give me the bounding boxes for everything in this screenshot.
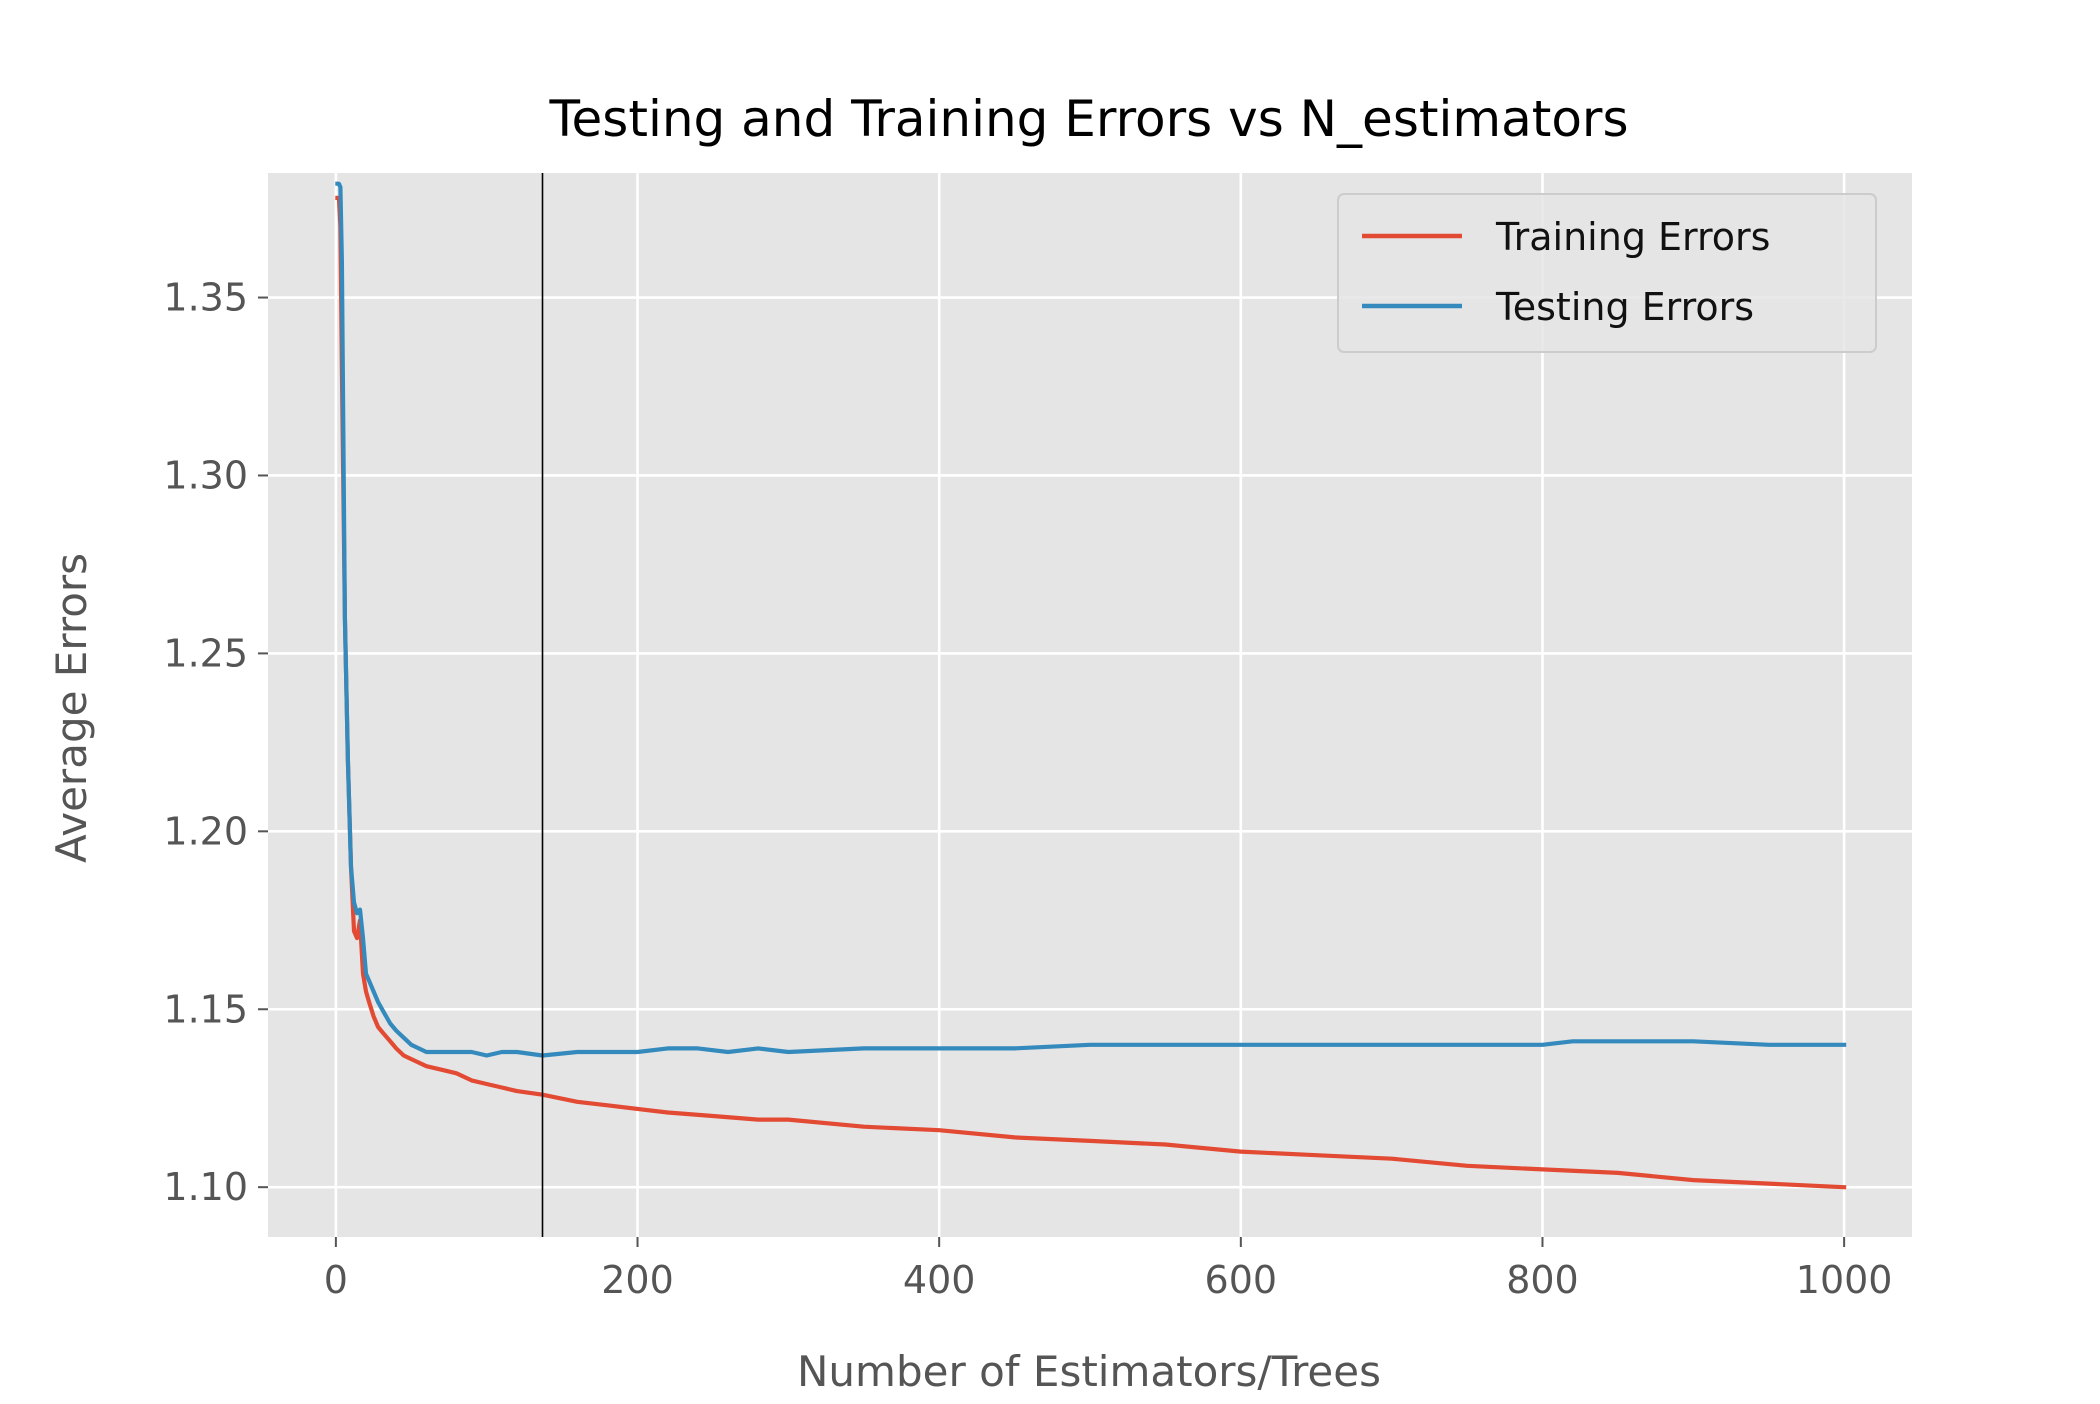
- x-tick-label: 200: [601, 1258, 674, 1302]
- series-line-testing-errors: [335, 181, 1847, 1058]
- y-axis-label: Average Errors: [47, 553, 96, 863]
- y-tick-label: 1.20: [163, 809, 248, 853]
- y-tick-label: 1.35: [163, 276, 248, 320]
- x-tick-label: 800: [1506, 1258, 1579, 1302]
- y-tick-label: 1.30: [163, 453, 248, 497]
- y-tick-label: 1.25: [163, 631, 248, 675]
- legend-label-training-errors: Training Errors: [1495, 215, 1770, 259]
- series-line-training-errors: [335, 195, 1847, 1190]
- x-tick-layer: 0 200 400 600 800 1000: [324, 1237, 1893, 1302]
- legend-label-testing-errors: Testing Errors: [1495, 285, 1754, 329]
- legend: Training Errors Testing Errors: [1337, 193, 1877, 353]
- series-layer: [335, 181, 1847, 1190]
- y-tick-layer: 1.10 1.15 1.20 1.25 1.30 1.35: [163, 276, 268, 1209]
- y-tick-label: 1.15: [163, 987, 248, 1031]
- legend-box: [1337, 193, 1877, 353]
- x-tick-label: 0: [324, 1258, 348, 1302]
- chart-title: Testing and Training Errors vs N_estimat…: [548, 90, 1628, 148]
- x-tick-label: 400: [903, 1258, 976, 1302]
- x-axis-label: Number of Estimators/Trees: [797, 1347, 1381, 1396]
- y-tick-label: 1.10: [163, 1165, 248, 1209]
- x-tick-label: 600: [1205, 1258, 1278, 1302]
- x-tick-label: 1000: [1796, 1258, 1893, 1302]
